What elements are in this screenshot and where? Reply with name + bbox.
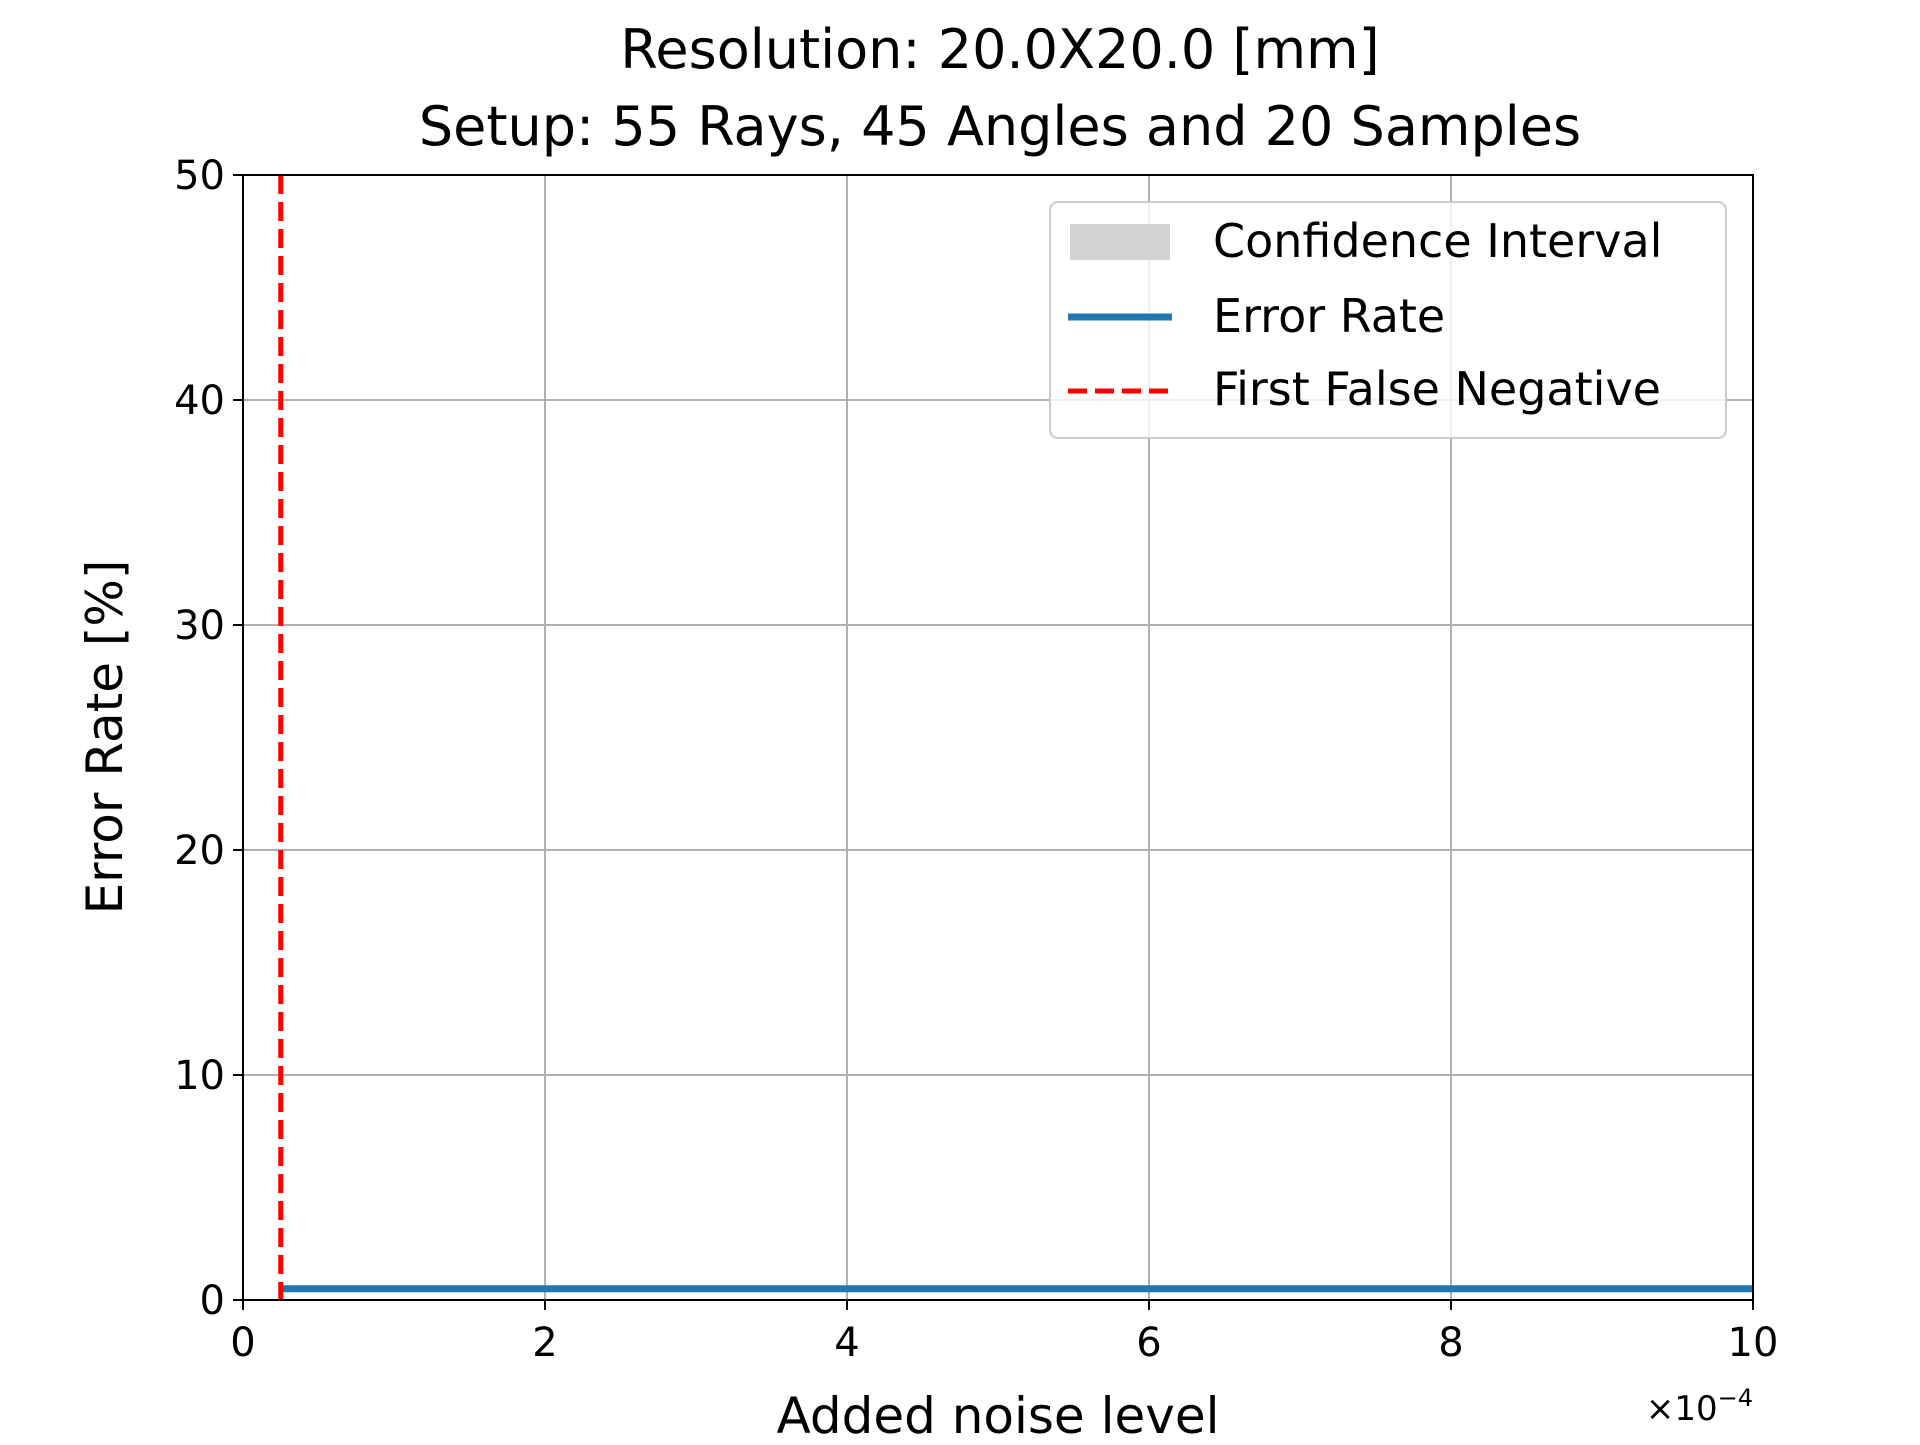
y-tick-label: 10	[174, 1053, 225, 1099]
x-axis-label: Added noise level	[777, 1387, 1220, 1440]
ticks: 0 2 4 6 8 10 0 10 20 30 40 50	[174, 153, 1778, 1366]
x-tick-label: 6	[1136, 1320, 1161, 1366]
y-tick-label: 40	[174, 378, 225, 424]
legend-frame	[1049, 201, 1727, 439]
chart-title-line-2: Setup: 55 Rays, 45 Angles and 20 Samples	[419, 95, 1581, 158]
x-tick-label: 8	[1438, 1320, 1463, 1366]
legend-label-error-rate: Error Rate	[1213, 289, 1445, 343]
x-offset-text: ×10−4	[1646, 1384, 1753, 1429]
legend-label-confidence-interval: Confidence Interval	[1213, 214, 1662, 268]
x-tick-label: 10	[1728, 1320, 1779, 1366]
y-tick-label: 50	[174, 153, 225, 199]
y-tick-label: 20	[174, 828, 225, 874]
legend-label-first-false-negative: First False Negative	[1213, 362, 1661, 416]
plot-frame	[242, 174, 1754, 1301]
legend-swatch-confidence-interval	[1070, 224, 1170, 260]
y-axis-label: Error Rate [%]	[76, 560, 134, 915]
chart-title-line-1: Resolution: 20.0X20.0 [mm]	[620, 18, 1379, 81]
data-layer	[278, 175, 1753, 1300]
x-tick-label: 2	[532, 1320, 557, 1366]
legend: Confidence Interval Error Rate First Fal…	[1049, 201, 1727, 439]
x-tick-label: 4	[834, 1320, 859, 1366]
y-tick-label: 0	[200, 1278, 225, 1324]
y-tick-label: 30	[174, 603, 225, 649]
x-tick-label: 0	[230, 1320, 255, 1366]
